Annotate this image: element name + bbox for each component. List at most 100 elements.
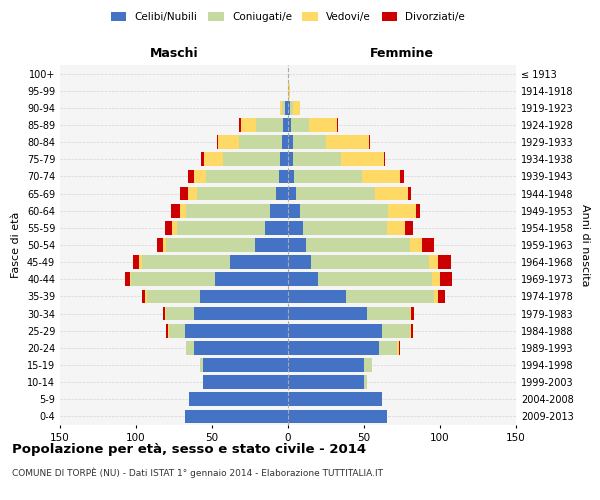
Bar [388,204,416,218]
Bar [202,152,205,166]
Text: Femmine: Femmine [370,47,434,60]
Bar [430,256,439,269]
Bar [405,221,413,234]
Bar [146,290,200,304]
Bar [337,118,338,132]
Bar [288,118,291,132]
Bar [288,204,300,218]
Bar [288,272,319,286]
Bar [439,290,445,304]
Bar [279,170,288,183]
Bar [397,341,399,354]
Bar [288,221,303,234]
Bar [408,186,411,200]
Bar [185,324,288,338]
Bar [239,118,241,132]
Bar [203,376,288,389]
Bar [434,290,439,304]
Bar [280,152,288,166]
Bar [168,324,169,338]
Bar [326,136,368,149]
Bar [294,170,362,183]
Bar [341,152,384,166]
Bar [215,272,288,286]
Bar [142,256,230,269]
Bar [300,204,388,218]
Bar [319,272,433,286]
Bar [288,186,296,200]
Bar [309,118,337,132]
Bar [384,152,385,166]
Bar [166,306,194,320]
Bar [288,341,379,354]
Bar [165,306,166,320]
Bar [165,221,172,234]
Bar [166,238,254,252]
Bar [288,238,306,252]
Bar [200,358,203,372]
Bar [288,170,294,183]
Bar [368,136,370,149]
Bar [374,186,408,200]
Bar [200,290,288,304]
Bar [276,186,288,200]
Bar [188,170,194,183]
Bar [130,272,131,286]
Bar [186,204,270,218]
Bar [197,186,276,200]
Bar [203,358,288,372]
Bar [139,256,142,269]
Text: Popolazione per età, sesso e stato civile - 2014: Popolazione per età, sesso e stato civil… [12,442,366,456]
Y-axis label: Fasce di età: Fasce di età [11,212,21,278]
Y-axis label: Anni di nascita: Anni di nascita [580,204,590,286]
Bar [288,84,290,98]
Bar [379,341,397,354]
Bar [293,101,300,114]
Bar [194,170,206,183]
Bar [265,221,288,234]
Bar [288,152,293,166]
Bar [188,186,197,200]
Bar [282,136,288,149]
Bar [171,204,180,218]
Bar [346,290,434,304]
Bar [270,204,288,218]
Bar [223,152,280,166]
Bar [400,170,404,183]
Bar [288,306,367,320]
Bar [288,410,387,424]
Bar [288,392,382,406]
Legend: Celibi/Nubili, Coniugati/e, Vedovi/e, Divorziati/e: Celibi/Nubili, Coniugati/e, Vedovi/e, Di… [107,8,469,26]
Bar [189,392,288,406]
Bar [206,170,279,183]
Bar [433,272,440,286]
Bar [172,221,177,234]
Bar [283,118,288,132]
Bar [416,204,420,218]
Text: Maschi: Maschi [149,47,199,60]
Bar [217,136,218,149]
Bar [230,256,288,269]
Bar [256,118,283,132]
Bar [241,118,256,132]
Bar [306,238,410,252]
Bar [291,118,309,132]
Bar [280,101,282,114]
Bar [410,306,411,320]
Bar [163,238,166,252]
Bar [288,101,290,114]
Bar [180,186,188,200]
Bar [282,101,285,114]
Bar [194,341,288,354]
Bar [399,341,400,354]
Bar [288,324,382,338]
Bar [387,221,405,234]
Bar [288,256,311,269]
Bar [288,376,364,389]
Bar [239,136,282,149]
Bar [185,410,288,424]
Bar [133,256,139,269]
Bar [288,136,293,149]
Bar [362,170,400,183]
Bar [205,152,223,166]
